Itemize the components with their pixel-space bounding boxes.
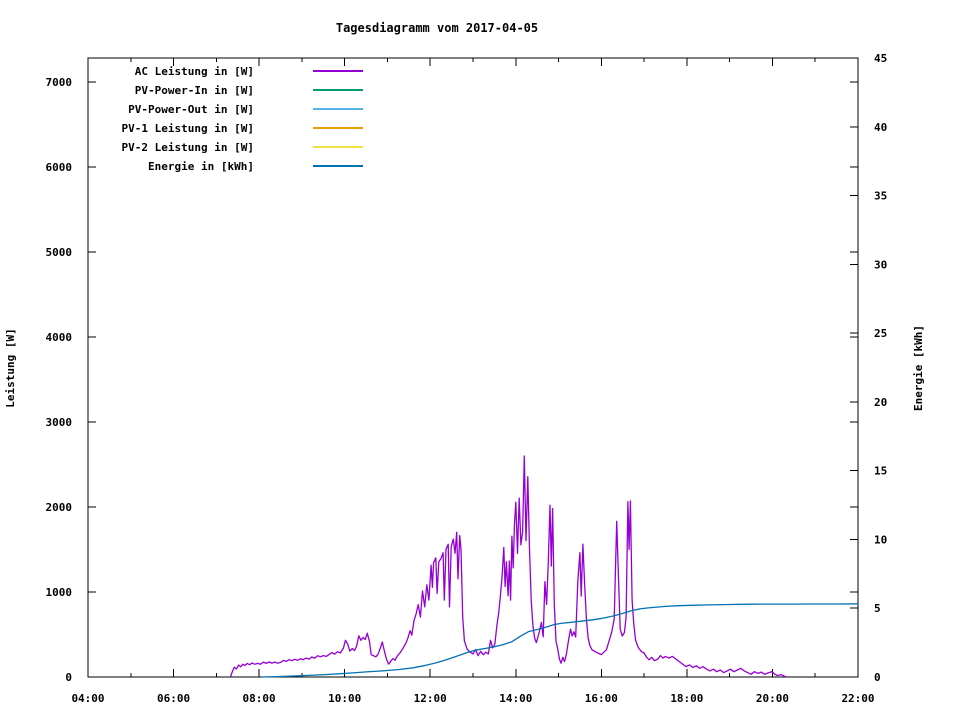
x-axis-tick-label: 10:00 (328, 692, 361, 705)
legend-label: PV-1 Leistung in [W] (122, 122, 254, 135)
x-axis-tick-label: 14:00 (499, 692, 532, 705)
legend-entry-pv-2-leistung-in-w: PV-2 Leistung in [W] (122, 141, 363, 154)
y2-axis-title: Energie [kWh] (912, 325, 925, 411)
legend-label: PV-Power-Out in [W] (128, 103, 254, 116)
legend-entry-pv-power-in-in-w: PV-Power-In in [W] (135, 84, 363, 97)
data-series (229, 455, 859, 678)
y2-axis-tick-label: 25 (874, 327, 887, 340)
y-axis-tick-label: 5000 (46, 246, 73, 259)
series-ac-leistung-in-w (229, 455, 787, 678)
y-axis-tick-label: 6000 (46, 161, 73, 174)
y2-axis-tick-label: 5 (874, 602, 881, 615)
legend-entry-pv-1-leistung-in-w: PV-1 Leistung in [W] (122, 122, 363, 135)
y2-axis-tick-label: 20 (874, 396, 887, 409)
legend-label: PV-2 Leistung in [W] (122, 141, 254, 154)
y2-axis-tick-label: 45 (874, 52, 887, 65)
x-axis-tick-label: 12:00 (414, 692, 447, 705)
y2-axis-tick-label: 40 (874, 121, 887, 134)
legend-label: AC Leistung in [W] (135, 65, 254, 78)
x-axis-tick-label: 18:00 (670, 692, 703, 705)
axis-ticks: 0 1000 2000 3000 4000 5000 6000 7000 0 5 10 15 20 25 3… (46, 52, 888, 705)
series-energie-in-kwh (261, 603, 859, 678)
y-axis-title: Leistung [W] (4, 328, 17, 407)
y-axis-tick-label: 0 (65, 671, 72, 684)
y2-axis-tick-label: 0 (874, 671, 881, 684)
y-axis-tick-label: 3000 (46, 416, 73, 429)
legend-entry-energie-in-kwh: Energie in [kWh] (148, 160, 363, 173)
y-axis-tick-label: 2000 (46, 501, 73, 514)
y-axis-tick-label: 4000 (46, 331, 73, 344)
y2-axis-tick-label: 30 (874, 258, 887, 271)
x-axis-tick-label: 08:00 (243, 692, 276, 705)
y-axis-tick-label: 1000 (46, 586, 73, 599)
chart-title: Tagesdiagramm vom 2017-04-05 (336, 21, 538, 35)
legend-entry-pv-power-out-in-w: PV-Power-Out in [W] (128, 103, 363, 116)
y2-axis-tick-label: 10 (874, 533, 887, 546)
x-axis-tick-label: 22:00 (841, 692, 874, 705)
legend-label: PV-Power-In in [W] (135, 84, 254, 97)
legend: AC Leistung in [W] PV-Power-In in [W] PV-P… (122, 65, 363, 173)
y-axis-tick-label: 7000 (46, 76, 73, 89)
x-axis-tick-label: 04:00 (71, 692, 104, 705)
y2-axis-tick-label: 15 (874, 465, 887, 478)
x-axis-tick-label: 20:00 (756, 692, 789, 705)
legend-label: Energie in [kWh] (148, 160, 254, 173)
x-axis-tick-label: 06:00 (157, 692, 190, 705)
legend-entry-ac-leistung-in-w: AC Leistung in [W] (135, 65, 363, 78)
x-axis-tick-label: 16:00 (585, 692, 618, 705)
y2-axis-tick-label: 35 (874, 190, 887, 203)
